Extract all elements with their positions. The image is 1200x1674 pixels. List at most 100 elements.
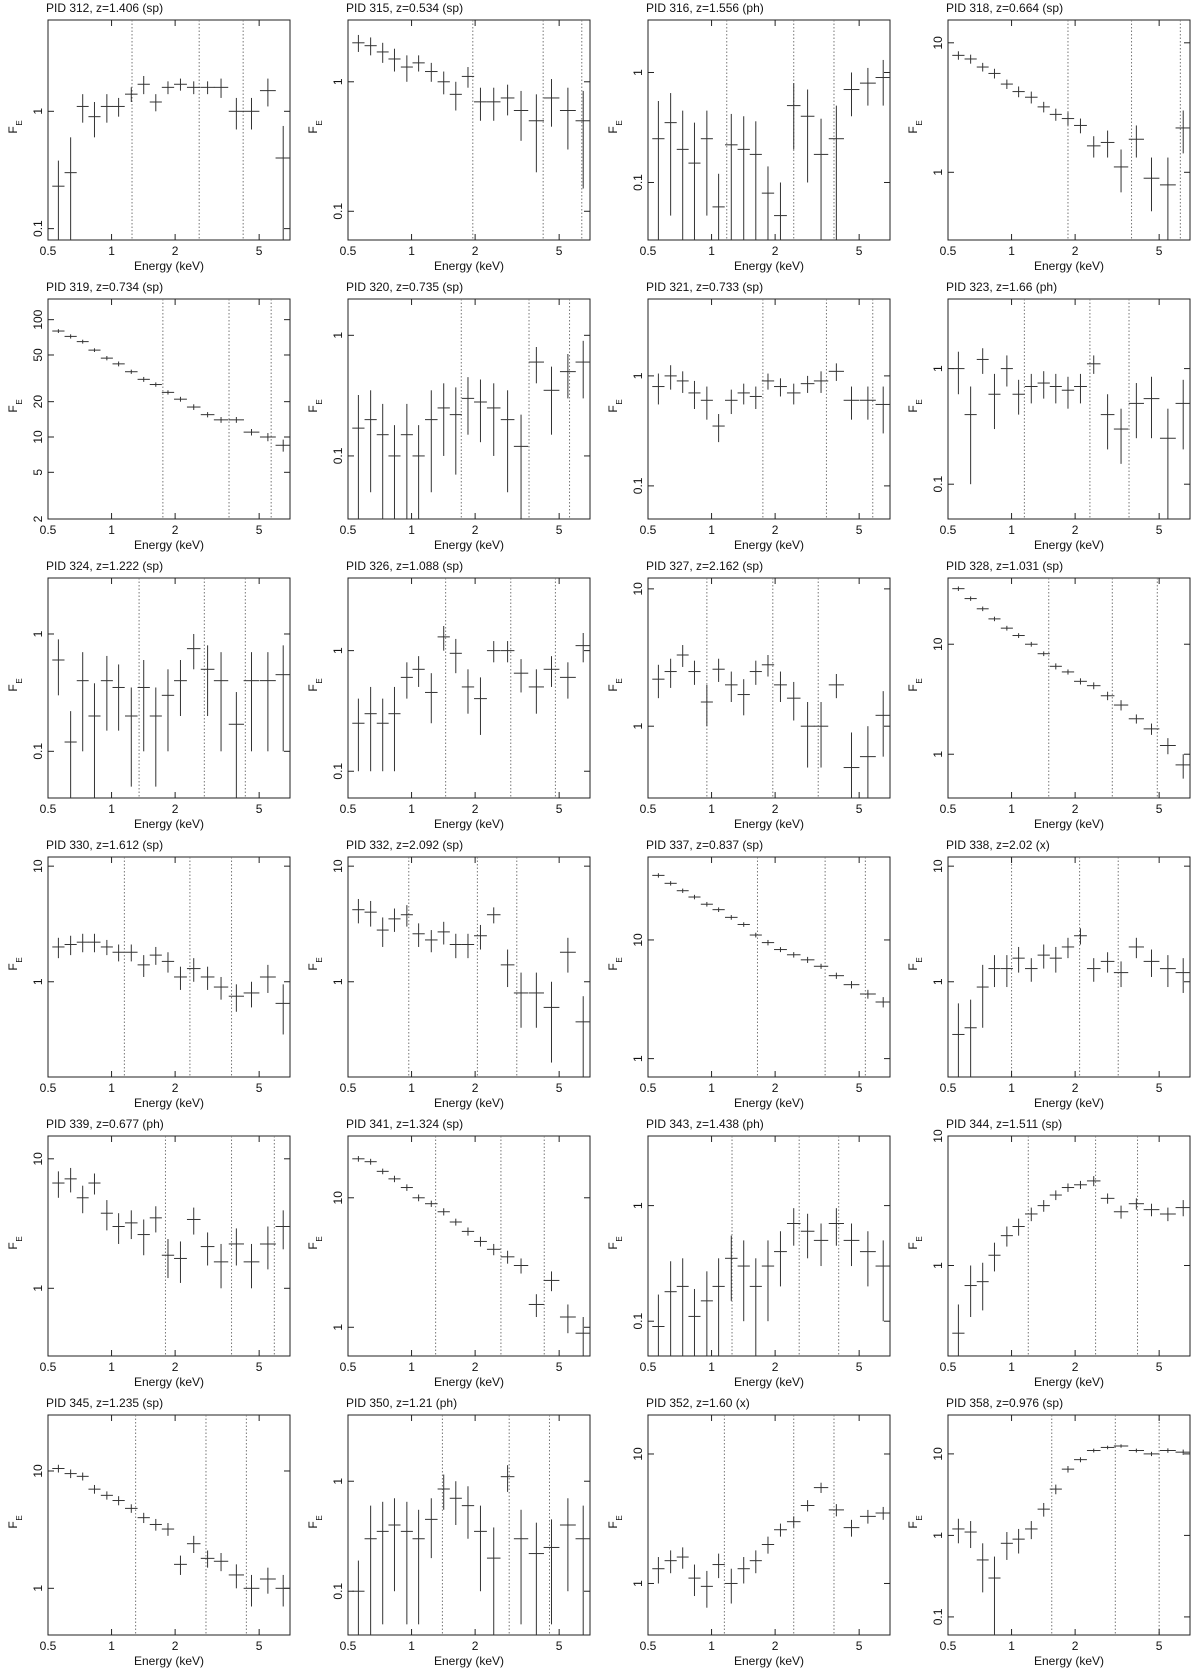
panel: PID 343, z=1.438 (ph) 0.5 1 2 5 Energy (keV) 0… [606,1117,891,1389]
x-tick-label: 5 [256,1081,263,1095]
y-tick-label: 1 [31,1285,45,1292]
plot-frame [347,577,591,799]
x-tick-label: 1 [408,244,415,258]
y-tick-label: 1 [331,978,345,985]
y-axis-label: F [606,963,620,970]
x-tick-label: 0.5 [640,244,657,258]
y-tick-label: 1 [931,169,945,176]
x-tick-label: 5 [1156,1639,1163,1653]
x-tick-label: 5 [856,1639,863,1653]
y-axis-label: F [6,684,20,691]
panel: PID 352, z=1.60 (x) 0.5 1 2 5 Energy (keV) 1 10… [606,1396,891,1668]
x-tick-label: 5 [1156,1360,1163,1374]
x-tick-label: 0.5 [940,802,957,816]
panel: PID 327, z=2.162 (sp) 0.5 1 2 5 Energy (keV) 1… [606,559,891,831]
plot-frame [347,19,591,241]
x-axis-label: Energy (keV) [1034,1375,1104,1389]
panel: PID 344, z=1.511 (sp) 0.5 1 2 5 Energy (keV) 1… [906,1117,1191,1389]
panel-title: PID 341, z=1.324 (sp) [346,1117,463,1131]
x-axis-label: Energy (keV) [1034,1096,1104,1110]
y-tick-label: 1 [631,723,645,730]
panel: PID 312, z=1.406 (sp) 0.5 1 2 5 Energy (keV) 0… [6,1,291,273]
panel-title: PID 345, z=1.235 (sp) [46,1396,163,1410]
y-axis-label-subscript: E [315,1515,324,1520]
y-axis-label: F [606,405,620,412]
plot-frame [47,577,291,799]
y-tick-label: 10 [631,582,645,596]
x-tick-label: 5 [856,244,863,258]
y-axis-label: F [906,126,920,133]
plot-frame [647,1414,891,1636]
panel-title: PID 319, z=0.734 (sp) [46,280,163,294]
plot-frame [947,298,1191,520]
y-tick-label: 1 [331,1324,345,1331]
plot-frame [47,19,291,241]
y-tick-label: 10 [31,859,45,873]
y-axis-label: F [306,684,320,691]
x-tick-label: 5 [556,1081,563,1095]
x-tick-label: 1 [108,802,115,816]
x-tick-label: 5 [1156,802,1163,816]
y-tick-label: 100 [31,309,45,329]
x-tick-label: 2 [472,1081,479,1095]
y-axis-label-subscript: E [15,1236,24,1241]
y-tick-label: 1 [31,1585,45,1592]
plot-frame [347,1414,591,1636]
y-axis-label-subscript: E [615,957,624,962]
x-tick-label: 0.5 [640,1360,657,1374]
x-tick-label: 2 [772,802,779,816]
panel-title: PID 358, z=0.976 (sp) [946,1396,1063,1410]
y-axis-label: F [606,1242,620,1249]
x-tick-label: 2 [172,1081,179,1095]
y-tick-label: 0.1 [331,1583,345,1600]
x-tick-label: 0.5 [40,1360,57,1374]
x-tick-label: 5 [856,1081,863,1095]
y-tick-label: 0.1 [331,203,345,220]
y-tick-label: 1 [931,1532,945,1539]
x-axis-label: Energy (keV) [434,259,504,273]
y-axis-label: F [606,1521,620,1528]
x-tick-label: 0.5 [340,1360,357,1374]
y-tick-label: 0.1 [631,174,645,191]
y-tick-label: 0.1 [631,477,645,494]
y-axis-label: F [6,963,20,970]
x-tick-label: 1 [108,523,115,537]
plot-frame [947,856,1191,1078]
x-tick-label: 0.5 [340,244,357,258]
panel: PID 339, z=0.677 (ph) 0.5 1 2 5 Energy (keV) 1… [6,1117,291,1389]
x-tick-label: 1 [708,802,715,816]
panel: PID 326, z=1.088 (sp) 0.5 1 2 5 Energy (keV) 0… [306,559,591,831]
x-tick-label: 0.5 [340,1081,357,1095]
plot-frame [47,1414,291,1636]
y-axis-label-subscript: E [315,399,324,404]
x-tick-label: 2 [772,1081,779,1095]
y-tick-label: 20 [31,395,45,409]
y-tick-label: 1 [931,365,945,372]
y-tick-label: 10 [31,1464,45,1478]
panel-title: PID 337, z=0.837 (sp) [646,838,763,852]
y-tick-label: 1 [631,1580,645,1587]
y-tick-label: 1 [331,332,345,339]
x-tick-label: 1 [108,1360,115,1374]
y-axis-label-subscript: E [615,678,624,683]
x-tick-label: 1 [408,523,415,537]
y-tick-label: 0.1 [331,447,345,464]
y-tick-label: 0.1 [31,743,45,760]
panel: PID 323, z=1.66 (ph) 0.5 1 2 5 Energy (keV) 0.… [906,280,1191,552]
y-tick-label: 1 [31,630,45,637]
x-axis-label: Energy (keV) [734,538,804,552]
x-axis-label: Energy (keV) [134,259,204,273]
x-tick-label: 5 [856,523,863,537]
y-axis-label-subscript: E [15,1515,24,1520]
y-axis-label-subscript: E [615,120,624,125]
panel-title: PID 320, z=0.735 (sp) [346,280,463,294]
x-tick-label: 5 [256,523,263,537]
y-axis-label: F [6,1521,20,1528]
x-axis-label: Energy (keV) [134,1375,204,1389]
x-axis-label: Energy (keV) [134,817,204,831]
x-tick-label: 1 [1008,802,1015,816]
y-axis-label-subscript: E [915,1236,924,1241]
x-tick-label: 0.5 [940,1360,957,1374]
